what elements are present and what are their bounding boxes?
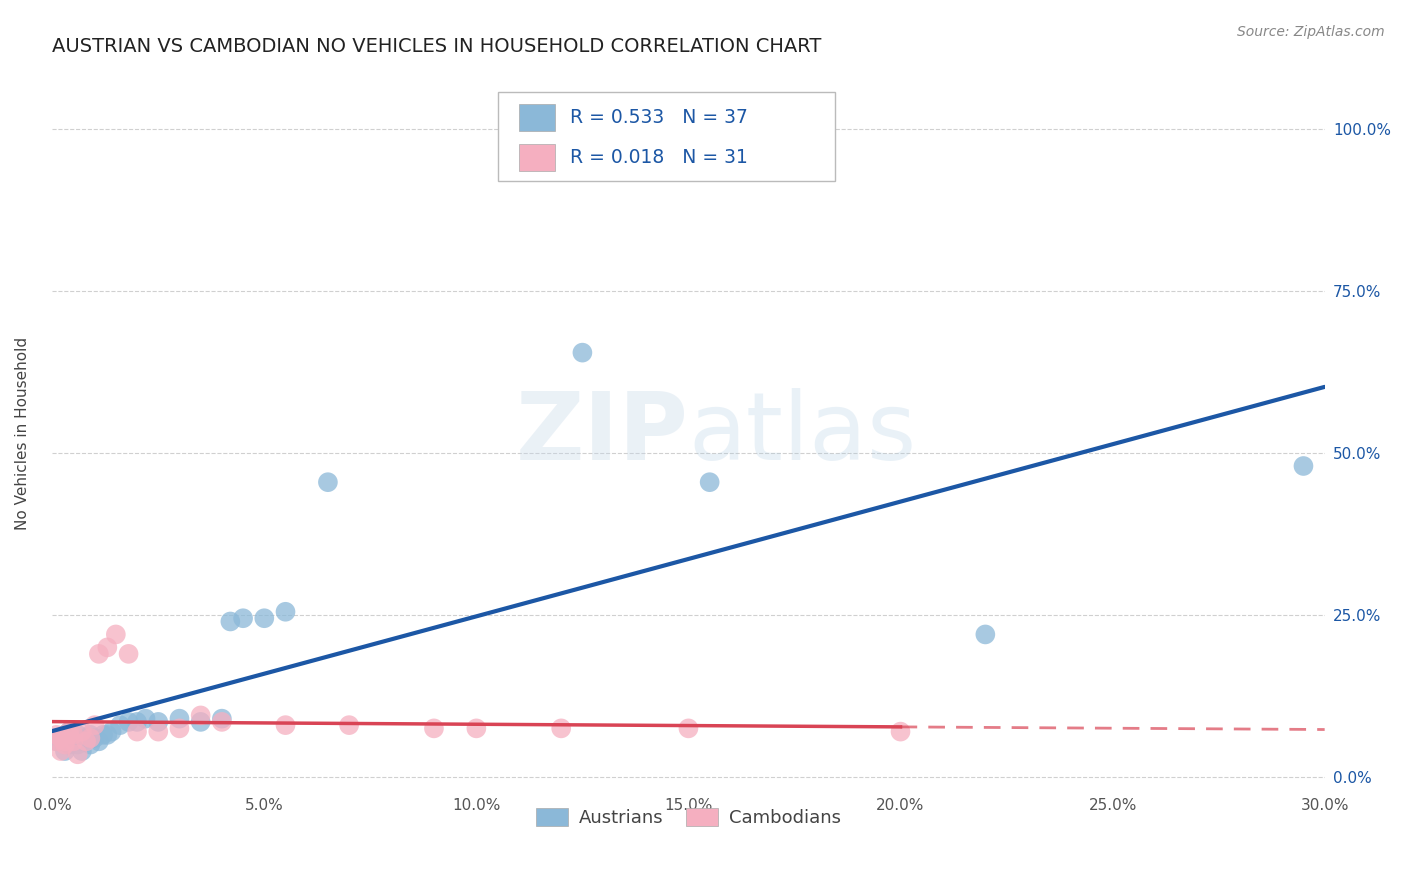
Point [232, 611, 254, 625]
Point [75, 734, 97, 748]
Point [45, 728, 67, 742]
Point [274, 718, 297, 732]
Point [53, 744, 76, 758]
Point [316, 475, 339, 490]
Point [117, 647, 139, 661]
Y-axis label: No Vehicles in Household: No Vehicles in Household [15, 337, 30, 530]
Point [70, 744, 93, 758]
Point [49, 731, 72, 745]
Point [70, 724, 93, 739]
FancyBboxPatch shape [498, 92, 835, 180]
Text: atlas: atlas [689, 388, 917, 480]
FancyBboxPatch shape [519, 103, 555, 131]
Point [91, 728, 114, 742]
Point [974, 627, 997, 641]
Point [62, 734, 84, 748]
Point [104, 627, 127, 641]
Point [66, 747, 89, 762]
Point [62, 728, 84, 742]
Point [889, 724, 911, 739]
Point [58, 724, 80, 739]
Point [148, 714, 170, 729]
Point [87, 734, 110, 748]
Point [211, 714, 233, 729]
Point [79, 731, 101, 745]
Point [45, 734, 67, 748]
Point [45, 734, 67, 748]
Point [53, 738, 76, 752]
Point [423, 722, 446, 736]
Point [1292, 458, 1315, 473]
FancyBboxPatch shape [519, 144, 555, 170]
Point [148, 724, 170, 739]
Point [83, 731, 105, 745]
Point [699, 475, 721, 490]
Point [66, 738, 89, 752]
Point [62, 731, 84, 745]
Point [125, 724, 148, 739]
Text: R = 0.018   N = 31: R = 0.018 N = 31 [569, 147, 748, 167]
Point [79, 738, 101, 752]
Point [49, 731, 72, 745]
Point [75, 731, 97, 745]
Point [58, 724, 80, 739]
Point [96, 728, 118, 742]
Point [253, 611, 276, 625]
Point [117, 714, 139, 729]
Point [66, 728, 89, 742]
Point [211, 712, 233, 726]
Point [100, 724, 122, 739]
Text: ZIP: ZIP [516, 388, 689, 480]
Text: Source: ZipAtlas.com: Source: ZipAtlas.com [1237, 25, 1385, 39]
Point [108, 718, 131, 732]
Point [53, 728, 76, 742]
Point [79, 728, 101, 742]
Point [83, 718, 105, 732]
Point [274, 605, 297, 619]
Point [337, 718, 360, 732]
Point [169, 722, 191, 736]
Point [135, 712, 157, 726]
Point [70, 734, 93, 748]
Point [219, 615, 242, 629]
Point [169, 712, 191, 726]
Point [87, 647, 110, 661]
Point [678, 722, 700, 736]
Point [62, 734, 84, 748]
Point [465, 722, 488, 736]
Point [53, 734, 76, 748]
Point [49, 744, 72, 758]
Text: AUSTRIAN VS CAMBODIAN NO VEHICLES IN HOUSEHOLD CORRELATION CHART: AUSTRIAN VS CAMBODIAN NO VEHICLES IN HOU… [52, 37, 821, 56]
Text: R = 0.533   N = 37: R = 0.533 N = 37 [569, 108, 748, 127]
Point [58, 738, 80, 752]
Point [571, 345, 593, 359]
Point [58, 728, 80, 742]
Point [550, 722, 572, 736]
Point [96, 640, 118, 655]
Point [190, 714, 212, 729]
Point [190, 708, 212, 723]
Legend: Austrians, Cambodians: Austrians, Cambodians [529, 800, 848, 834]
Point [125, 714, 148, 729]
